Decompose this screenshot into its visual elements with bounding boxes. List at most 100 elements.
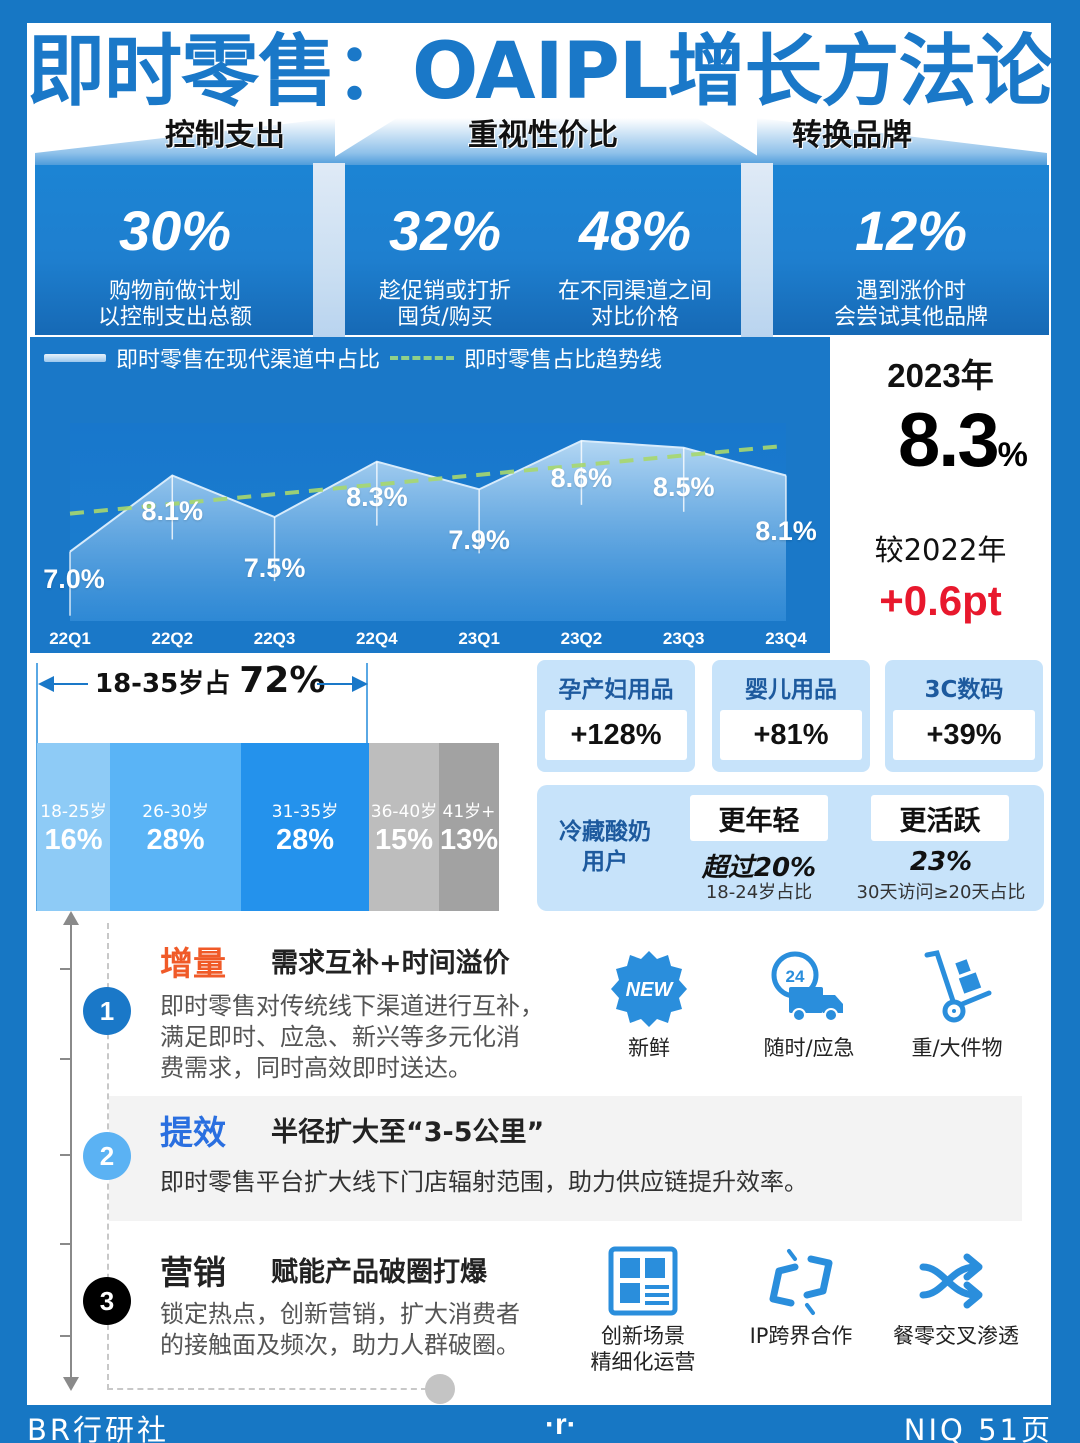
tag-younger: 更年轻 (690, 795, 828, 841)
kpi-compare-label: 较2022年 (874, 533, 1007, 567)
stat-value: 32% (388, 199, 502, 262)
stat-desc: 遇到涨价时 会尝试其他品牌 (833, 279, 988, 330)
footer-logo-icon: ·r· (545, 1408, 577, 1441)
data-label: 8.3% (346, 481, 408, 512)
timeline-tick (60, 1335, 72, 1337)
divider (741, 163, 773, 337)
step-2-subtitle: 半径扩大至“3-5公里” (271, 1117, 545, 1148)
category-name: 3C数码 (924, 677, 1004, 703)
x-axis-tick: 23Q3 (662, 629, 705, 648)
yogurt-user-label: 冷藏酸奶 用户 (559, 819, 651, 875)
category-card: 3C数码 +39% (885, 660, 1043, 772)
stat-desc: 趁促销或打折 囤货/购买 (378, 279, 511, 330)
new-badge-icon: NEW (611, 951, 687, 1027)
layout-grid-icon (608, 1246, 678, 1316)
step-2-title: 提效 (160, 1113, 226, 1152)
age-bar-chart: 18-25岁 16% 26-30岁 28% 31-35岁 28% 36-40岁 15% … (37, 743, 499, 911)
data-label: 8.1% (755, 515, 817, 546)
section-heading: 转换品牌 (792, 118, 912, 153)
arrow-left-icon (38, 676, 54, 692)
content-area: 即时零售：OAIPL增长方法论 控制支出 重视性价比 转换品牌 30% 购物前做… (27, 23, 1053, 1405)
icon-label: 新鲜 (628, 1036, 670, 1060)
timeline-tick (60, 1058, 72, 1060)
category-name: 婴儿用品 (745, 677, 837, 703)
arrow-right-icon (352, 676, 368, 692)
step-1-title: 增量 (160, 944, 226, 983)
area-chart: 即时零售在现代渠道中占比 即时零售占比趋势线 22Q1 7.0% 22Q2 8.1% 2… (30, 337, 830, 653)
age-bar: 41岁+ 13% (439, 743, 499, 911)
timeline-tick (60, 1243, 72, 1245)
data-label: 8.5% (652, 471, 715, 502)
tag-more-active: 更活跃 (871, 795, 1009, 841)
timeline-tick (60, 968, 72, 970)
data-label: 8.6% (550, 462, 613, 493)
x-axis-tick: 23Q2 (560, 629, 603, 648)
panel-value-for-money (345, 165, 741, 335)
svg-text:NEW: NEW (626, 979, 675, 1001)
kpi-delta: +0.6pt (879, 577, 1002, 624)
chart-legend: 即时零售在现代渠道中占比 即时零售占比趋势线 (44, 342, 662, 374)
category-card: 孕产妇用品 +128% (537, 660, 695, 772)
age-headline: 18-35岁占 72% (95, 660, 326, 701)
icon-item-anytime: 24 随时/应急 (749, 949, 869, 1061)
step-3-description: 锁定热点，创新营销，扩大消费者 的接触面及频次，助力人群破圈。 (160, 1300, 520, 1359)
step-1-description: 即时零售对传统线下渠道进行互补， 满足即时、应急、新兴等多元化消 费需求，同时高效即… (160, 992, 544, 1082)
yogurt-user-card: 冷藏酸奶 用户 更年轻 超过20% 18-24岁占比 更活跃 23% 30天访问≥… (537, 785, 1044, 911)
footer: BR行研社 ·r· NIQ 51页 (0, 1405, 1080, 1443)
section-heading: 重视性价比 (468, 118, 618, 153)
arrow-down-icon (63, 1377, 79, 1391)
x-axis-tick: 23Q4 (765, 629, 807, 648)
icon-item-ip: IP跨界合作 (741, 1245, 861, 1349)
legend-trend-label: 即时零售占比趋势线 (464, 348, 663, 373)
category-name: 孕产妇用品 (558, 677, 674, 703)
age-bar: 26-30岁 28% (110, 743, 241, 911)
stat-more-active: 23% (909, 847, 973, 877)
stat-value: 48% (578, 199, 692, 262)
chart-plot (69, 423, 787, 621)
footer-source: NIQ 51页 (903, 1413, 1053, 1443)
delivery-24h-icon: 24 (771, 951, 843, 1022)
x-axis-tick: 22Q2 (151, 629, 194, 648)
x-axis-tick: 23Q1 (458, 629, 500, 648)
kpi-value: 8.3% (898, 398, 1028, 483)
hand-truck-icon (924, 950, 992, 1023)
timeline-axis (70, 923, 72, 1383)
step-2-badge: 2 (83, 1132, 131, 1180)
panel-switch-brand (773, 165, 1049, 335)
arrow-line (52, 683, 88, 685)
data-label: 8.1% (141, 495, 204, 526)
age-bar: 31-35岁 28% (241, 743, 369, 911)
stat-younger: 超过20% (701, 853, 817, 883)
x-axis-tick: 22Q3 (253, 629, 296, 648)
icon-label: 创新场景 精细化运营 (590, 1324, 696, 1374)
stat-value: 30% (118, 199, 232, 262)
age-bar: 18-25岁 16% (37, 743, 110, 911)
icon-label: 餐零交叉渗透 (893, 1324, 1019, 1348)
step-3-subtitle: 赋能产品破圈打爆 (271, 1257, 487, 1288)
data-label: 7.5% (243, 553, 306, 584)
icon-item-cross: 餐零交叉渗透 (893, 1245, 1019, 1349)
category-growth: +128% (545, 710, 687, 760)
step-3-badge: 3 (83, 1277, 131, 1325)
stat-value: 12% (854, 199, 968, 262)
step-2-background (109, 1096, 1022, 1221)
roof-center (317, 118, 777, 168)
link-break-icon (769, 1249, 833, 1315)
timeline-end-dot (425, 1374, 455, 1404)
stat-younger-desc: 18-24岁占比 (705, 882, 813, 903)
icon-item-fresh: NEW 新鲜 (589, 949, 709, 1061)
data-label: 7.0% (43, 563, 105, 594)
arrow-up-icon (63, 911, 79, 925)
legend-area-swatch (44, 354, 106, 362)
data-label: 7.9% (448, 525, 510, 556)
divider (313, 163, 345, 337)
panel-control-spending (35, 165, 313, 335)
step-2-description: 即时零售平台扩大线下门店辐射范围，助力供应链提升效率。 (160, 1168, 808, 1196)
category-growth: +81% (720, 710, 862, 760)
stat-desc: 购物前做计划 以控制支出总额 (97, 279, 252, 330)
shuffle-icon (919, 1253, 983, 1309)
icon-label: 重/大件物 (911, 1036, 1003, 1060)
legend-area-label: 即时零售在现代渠道中占比 (116, 348, 381, 373)
footer-brand: BR行研社 (27, 1413, 170, 1443)
